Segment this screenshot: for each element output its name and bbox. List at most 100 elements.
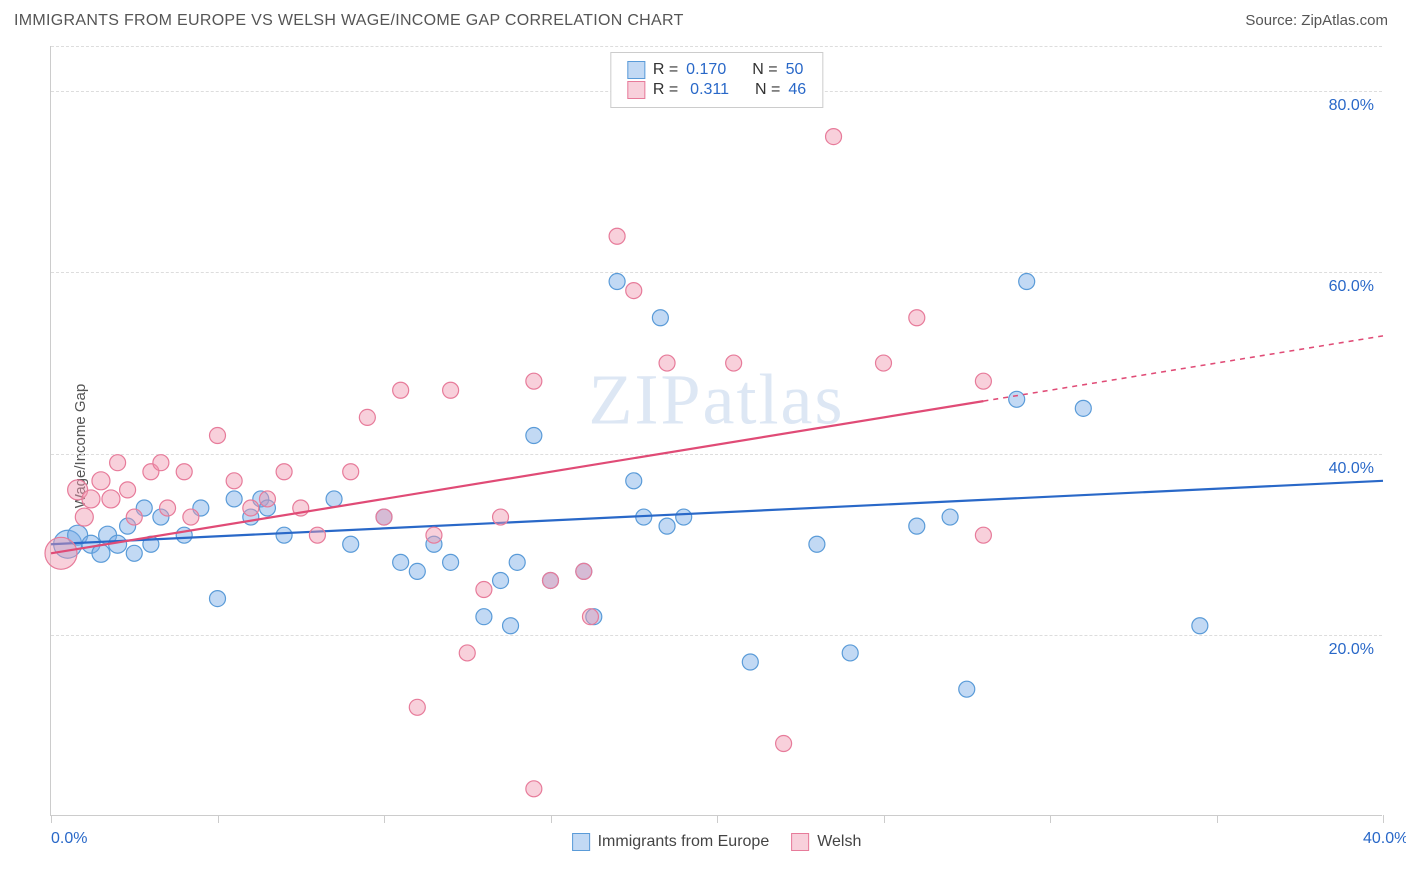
x-tick: [51, 815, 52, 823]
data-point: [476, 582, 492, 598]
data-point: [443, 382, 459, 398]
chart-title: IMMIGRANTS FROM EUROPE VS WELSH WAGE/INC…: [14, 12, 684, 30]
data-point: [126, 509, 142, 525]
x-tick: [1050, 815, 1051, 823]
x-tick-label: 0.0%: [51, 830, 87, 848]
x-tick: [551, 815, 552, 823]
data-point: [576, 563, 592, 579]
data-point: [609, 228, 625, 244]
data-point: [942, 509, 958, 525]
legend-item-series-0: Immigrants from Europe: [572, 833, 770, 851]
stats-row-series-1: R = 0.311 N = 46: [627, 81, 806, 99]
data-point: [1075, 400, 1091, 416]
r-label: R =: [653, 61, 678, 79]
data-point: [1192, 618, 1208, 634]
data-point: [975, 373, 991, 389]
scatter-plot-svg: [51, 46, 1382, 815]
source-attribution: Source: ZipAtlas.com: [1245, 12, 1388, 29]
r-value-series-1: 0.311: [690, 81, 729, 99]
r-label: R =: [653, 81, 678, 99]
data-point: [503, 618, 519, 634]
data-point: [226, 491, 242, 507]
source-name: ZipAtlas.com: [1301, 12, 1388, 29]
data-point: [45, 537, 77, 569]
source-label: Source:: [1245, 12, 1301, 29]
data-point: [376, 509, 392, 525]
y-tick-label: 80.0%: [1329, 97, 1374, 115]
data-point: [493, 572, 509, 588]
data-point: [393, 382, 409, 398]
data-point: [110, 455, 126, 471]
data-point: [1009, 391, 1025, 407]
data-point: [526, 428, 542, 444]
data-point: [476, 609, 492, 625]
data-point: [582, 609, 598, 625]
n-label: N =: [755, 81, 780, 99]
data-point: [975, 527, 991, 543]
data-point: [102, 490, 120, 508]
y-tick-label: 20.0%: [1329, 641, 1374, 659]
data-point: [409, 563, 425, 579]
series-name-0: Immigrants from Europe: [598, 833, 770, 851]
data-point: [459, 645, 475, 661]
data-point: [259, 491, 275, 507]
data-point: [493, 509, 509, 525]
n-label: N =: [752, 61, 777, 79]
stats-row-series-0: R = 0.170 N = 50: [627, 61, 806, 79]
y-tick-label: 60.0%: [1329, 278, 1374, 296]
data-point: [92, 472, 110, 490]
data-point: [276, 464, 292, 480]
data-point: [726, 355, 742, 371]
swatch-series-0: [572, 833, 590, 851]
data-point: [75, 508, 93, 526]
data-point: [176, 464, 192, 480]
x-tick: [1383, 815, 1384, 823]
data-point: [609, 274, 625, 290]
data-point: [183, 509, 199, 525]
swatch-series-1: [627, 81, 645, 99]
data-point: [909, 310, 925, 326]
data-point: [210, 591, 226, 607]
series-name-1: Welsh: [817, 833, 861, 851]
data-point: [343, 464, 359, 480]
data-point: [826, 129, 842, 145]
data-point: [393, 554, 409, 570]
data-point: [226, 473, 242, 489]
data-point: [659, 518, 675, 534]
data-point: [626, 473, 642, 489]
plot-area: ZIPatlas R = 0.170 N = 50 R = 0.311 N = …: [50, 46, 1382, 816]
data-point: [409, 699, 425, 715]
data-point: [443, 554, 459, 570]
data-point: [210, 428, 226, 444]
data-point: [343, 536, 359, 552]
swatch-series-1: [791, 833, 809, 851]
data-point: [809, 536, 825, 552]
data-point: [626, 283, 642, 299]
data-point: [243, 500, 259, 516]
swatch-series-0: [627, 61, 645, 79]
data-point: [652, 310, 668, 326]
data-point: [153, 455, 169, 471]
data-point: [526, 781, 542, 797]
x-tick: [717, 815, 718, 823]
data-point: [126, 545, 142, 561]
n-value-series-1: 46: [788, 81, 806, 99]
data-point: [160, 500, 176, 516]
data-point: [909, 518, 925, 534]
r-value-series-0: 0.170: [686, 61, 726, 79]
n-value-series-0: 50: [786, 61, 804, 79]
data-point: [742, 654, 758, 670]
data-point: [659, 355, 675, 371]
x-tick: [218, 815, 219, 823]
y-tick-label: 40.0%: [1329, 460, 1374, 478]
data-point: [326, 491, 342, 507]
data-point: [276, 527, 292, 543]
data-point: [876, 355, 892, 371]
data-point: [776, 736, 792, 752]
x-tick-label: 40.0%: [1363, 830, 1406, 848]
series-legend: Immigrants from Europe Welsh: [572, 833, 862, 851]
data-point: [526, 373, 542, 389]
data-point: [309, 527, 325, 543]
legend-item-series-1: Welsh: [791, 833, 861, 851]
data-point: [426, 527, 442, 543]
